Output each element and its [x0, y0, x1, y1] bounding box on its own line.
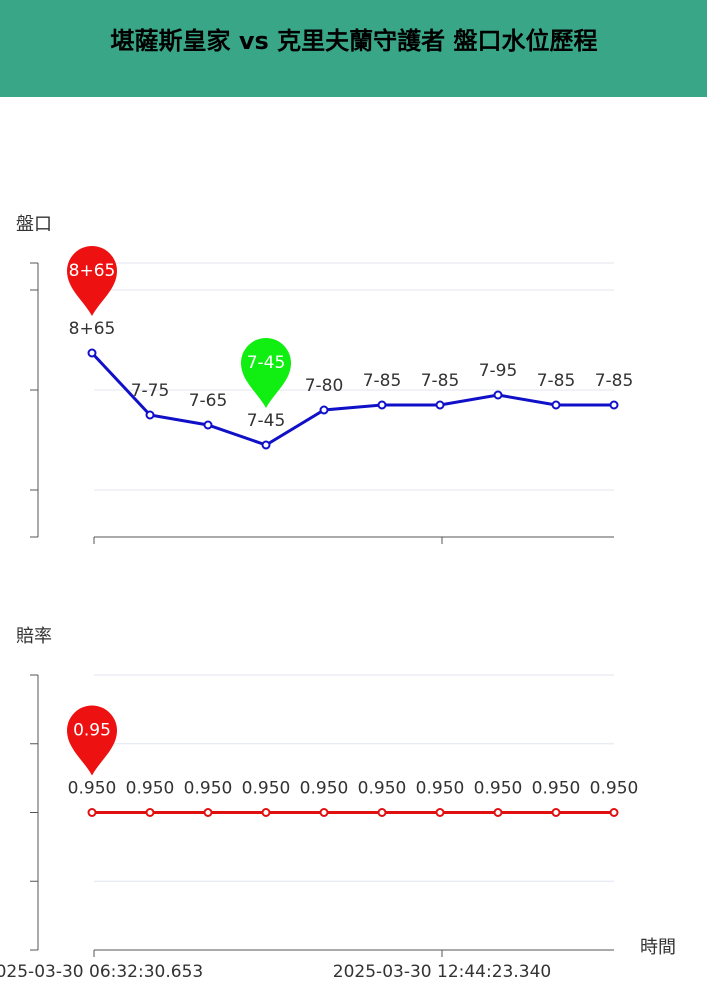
data-label: 0.950 — [358, 779, 407, 799]
data-label: 7-80 — [305, 376, 344, 396]
point — [551, 808, 561, 817]
data-label: 7-85 — [363, 371, 402, 391]
page-title: 堪薩斯皇家 vs 克里夫蘭守護者 盤口水位歷程 — [111, 27, 598, 55]
point — [145, 808, 155, 817]
data-label: 8+65 — [69, 319, 116, 339]
y-axis-title: 賠率 — [16, 626, 52, 647]
point — [493, 390, 503, 400]
data-label: 0.950 — [474, 779, 523, 799]
data-label: 0.950 — [68, 779, 117, 799]
y-axis-title: 盤口 — [16, 214, 52, 235]
point — [435, 808, 445, 817]
data-label: 7-65 — [189, 391, 228, 411]
point — [377, 808, 387, 817]
data-label: 0.950 — [416, 779, 465, 799]
data-label: 0.950 — [126, 779, 175, 799]
data-label: 0.950 — [184, 779, 233, 799]
point — [145, 410, 155, 420]
data-label: 7-85 — [421, 371, 460, 391]
point — [551, 400, 561, 410]
marker-pin — [67, 246, 117, 316]
point — [609, 400, 619, 410]
data-label: 7-95 — [479, 361, 518, 381]
point — [377, 400, 387, 410]
x-tick-label: 2025-03-30 12:44:23.340 — [333, 962, 551, 982]
point — [493, 808, 503, 817]
data-label: 7-85 — [595, 371, 634, 391]
data-label: 7-45 — [247, 411, 286, 431]
point — [261, 440, 271, 450]
data-label: 0.950 — [300, 779, 349, 799]
point — [319, 405, 329, 415]
point — [319, 808, 329, 817]
point — [261, 808, 271, 817]
point — [435, 400, 445, 410]
point — [203, 808, 213, 817]
x-tick-label: 2025-03-30 06:32:30.653 — [0, 962, 203, 982]
x-axis-title: 時間 — [640, 937, 676, 958]
header-bar — [0, 0, 707, 97]
point — [87, 808, 97, 817]
marker-pin — [67, 705, 117, 776]
data-label: 0.950 — [242, 779, 291, 799]
data-label: 0.950 — [590, 779, 639, 799]
marker-pin — [241, 338, 291, 408]
point — [609, 808, 619, 817]
line — [90, 351, 614, 447]
marker-label: 8+65 — [69, 261, 116, 281]
marker-label: 7-45 — [247, 353, 286, 373]
data-label: 0.950 — [532, 779, 581, 799]
point — [87, 348, 97, 358]
marker-label: 0.95 — [73, 721, 111, 741]
data-label: 7-75 — [131, 381, 170, 401]
data-label: 7-85 — [537, 371, 576, 391]
point — [203, 420, 213, 430]
